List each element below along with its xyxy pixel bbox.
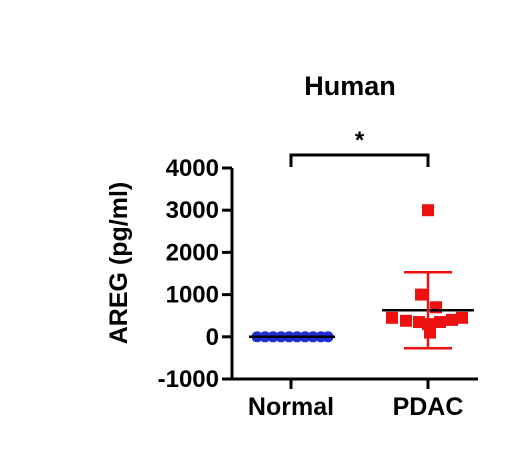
data-point-pdac [456,311,468,324]
x-tick-label: PDAC [393,393,464,421]
data-point-pdac [386,311,398,324]
data-point-pdac [415,288,427,301]
y-tick-label: -1000 [158,366,219,393]
y-axis-label: AREG (pg/ml) [105,182,133,345]
axes: 4000 3000 2000 1000 0 -1000 Normal PDAC [158,155,478,421]
data-point-pdac [422,204,434,217]
data-point-pdac [446,313,458,326]
data-point-pdac [400,314,412,327]
chart-title: Human [304,71,396,101]
data-point-pdac [434,316,446,329]
y-tick-label: 0 [206,324,219,351]
x-tick-label: Normal [248,393,334,421]
significance-bracket [289,153,430,167]
significance-label: * [355,127,365,154]
significance-annotation: * [289,127,430,167]
y-tick-label: 2000 [166,239,219,266]
data-marks [249,204,474,350]
data-point-pdac [424,326,436,339]
y-tick-label: 1000 [166,282,219,309]
y-tick-label: 4000 [166,155,219,182]
y-tick-label: 3000 [166,197,219,224]
